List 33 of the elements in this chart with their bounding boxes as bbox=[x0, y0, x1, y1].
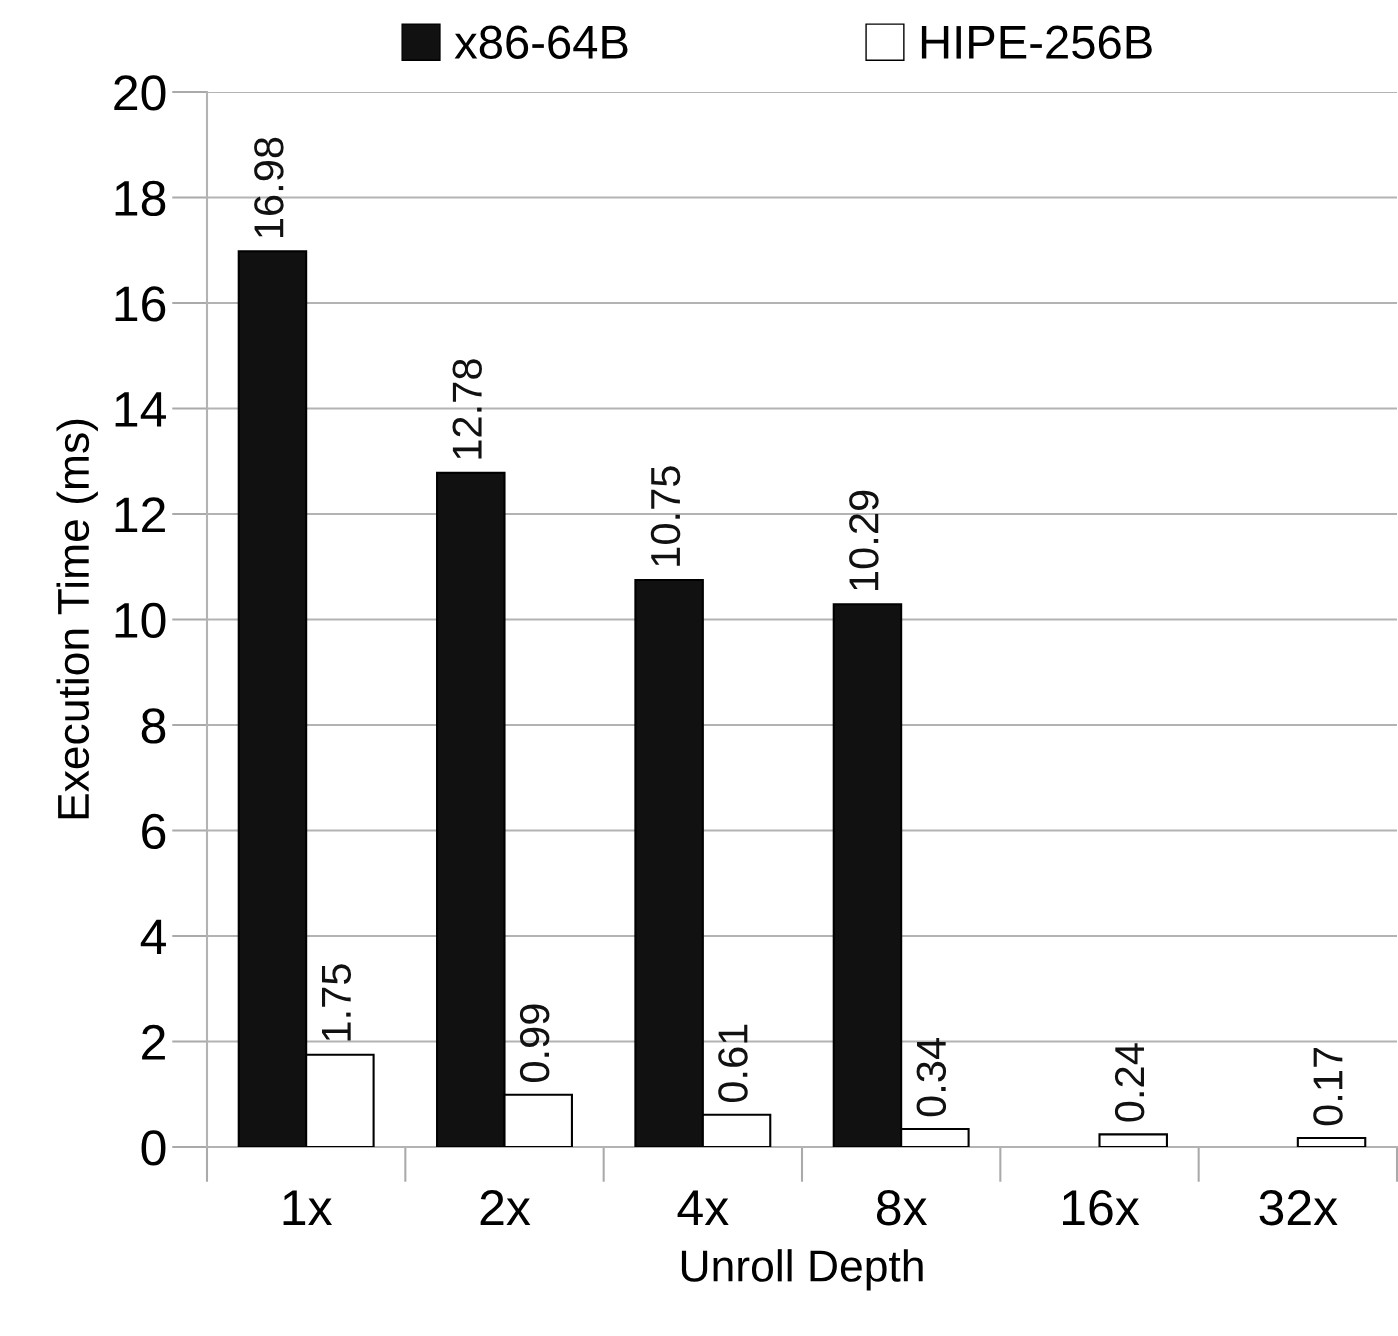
x-axis-title: Unroll Depth bbox=[681, 1249, 923, 1291]
x-tick-label: 4x bbox=[677, 1190, 729, 1225]
y-tick-label: 2 bbox=[142, 1024, 165, 1060]
y-axis-title: Execution Time (ms) bbox=[56, 419, 98, 819]
bar bbox=[1296, 1136, 1367, 1147]
y-tick-label: 18 bbox=[115, 180, 166, 217]
data-label: 16.98 bbox=[254, 137, 284, 238]
x-tick-label: 32x bbox=[1259, 1189, 1338, 1226]
bar bbox=[1098, 1133, 1168, 1147]
data-label: 0.34 bbox=[916, 1038, 947, 1117]
y-tick-label: 16 bbox=[115, 286, 166, 322]
legend-label: x86-64B bbox=[454, 25, 628, 60]
data-label: 0.24 bbox=[1114, 1043, 1145, 1122]
y-tick-label: 20 bbox=[114, 75, 166, 111]
x-tick-label: 2x bbox=[480, 1189, 531, 1225]
data-label: 10.29 bbox=[849, 490, 879, 590]
x-tick-label: 16x bbox=[1063, 1189, 1140, 1226]
data-label: 0.99 bbox=[519, 1004, 550, 1083]
y-tick-label: 12 bbox=[115, 497, 165, 533]
y-tick-label: 4 bbox=[140, 919, 166, 955]
data-label: 12.78 bbox=[452, 359, 482, 459]
data-label: 10.75 bbox=[650, 466, 681, 566]
y-tick-label: 0 bbox=[141, 1130, 166, 1166]
data-label: 0.61 bbox=[718, 1024, 748, 1103]
data-label: 0.17 bbox=[1313, 1047, 1343, 1126]
y-tick-label: 14 bbox=[115, 392, 166, 427]
x-tick-label: 1x bbox=[283, 1190, 333, 1225]
legend-label: HIPE-256B bbox=[921, 25, 1152, 60]
x-tick-label: 8x bbox=[876, 1189, 928, 1226]
y-tick-label: 8 bbox=[141, 708, 166, 744]
data-label: 1.75 bbox=[321, 964, 352, 1041]
y-tick-label: 6 bbox=[142, 813, 166, 850]
y-tick-label: 10 bbox=[115, 602, 166, 639]
